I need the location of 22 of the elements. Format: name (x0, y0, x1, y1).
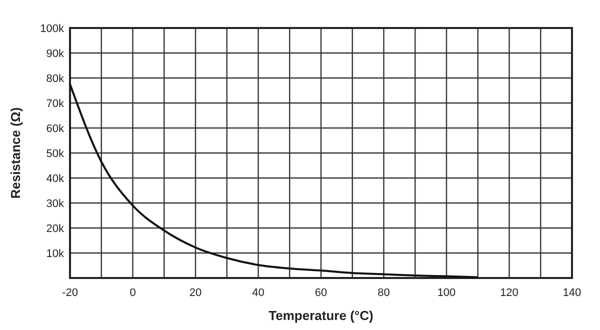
y-tick-label: 30k (46, 198, 64, 210)
y-tick-label: 90k (46, 48, 64, 60)
x-tick-label: 140 (562, 287, 582, 299)
y-tick-label: 20k (46, 223, 64, 235)
y-tick-label: 50k (46, 148, 64, 160)
x-axis-title: Temperature (°C) (268, 308, 374, 323)
y-axis-title: Resistance (Ω) (8, 107, 23, 199)
x-tick-label: 60 (314, 287, 328, 299)
x-tick-label: 100 (437, 287, 456, 299)
y-tick-label: 10k (46, 248, 64, 260)
x-tick-label: 120 (500, 287, 518, 299)
y-tick-label: 100k (40, 23, 64, 35)
line-series (69, 83, 479, 278)
y-tick-label: 60k (46, 123, 64, 135)
y-tick-label: 80k (46, 73, 64, 85)
x-tick-label: 80 (378, 287, 390, 299)
x-tick-label: -20 (62, 287, 78, 299)
y-tick-label: 70k (46, 98, 64, 110)
x-tick-label: 20 (189, 287, 202, 299)
x-tick-label: 0 (130, 287, 136, 299)
y-tick-label: 40k (46, 173, 64, 185)
x-tick-label: 40 (252, 287, 264, 299)
